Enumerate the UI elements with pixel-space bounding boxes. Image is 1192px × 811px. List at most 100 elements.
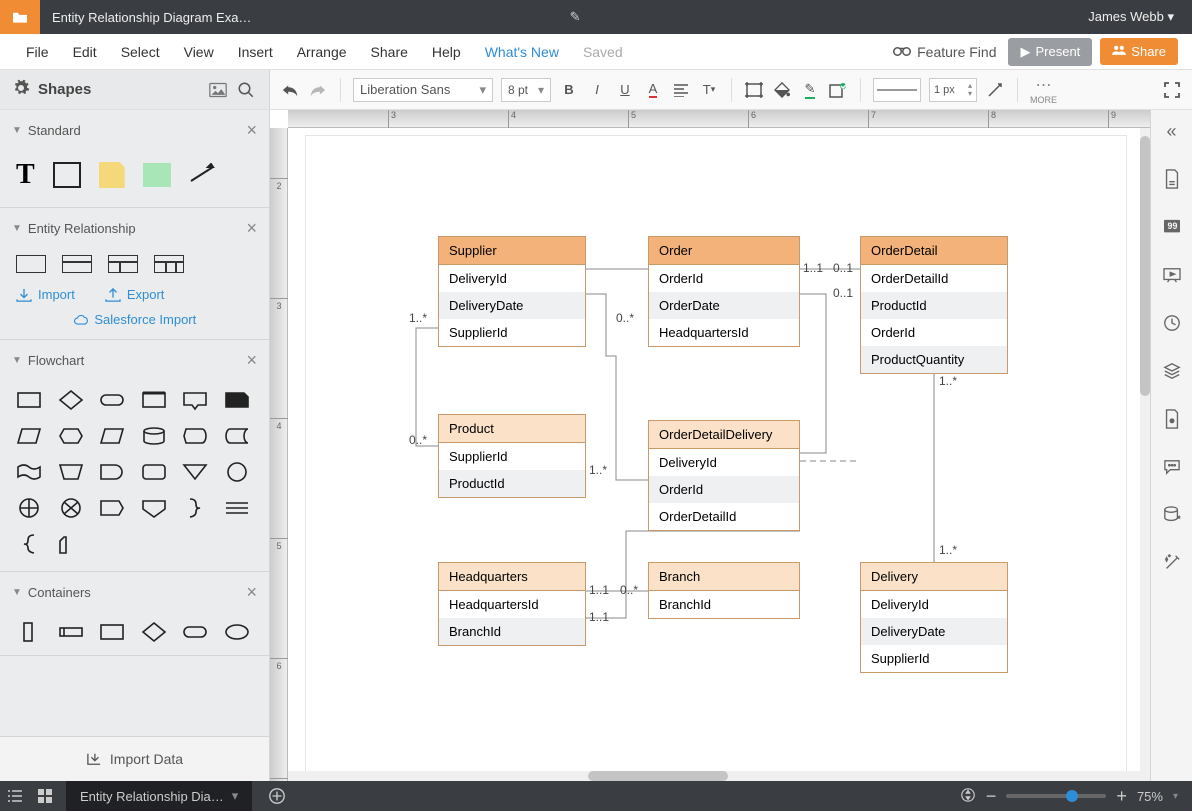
menu-view[interactable]: View bbox=[172, 44, 226, 60]
fc-display[interactable] bbox=[182, 425, 208, 447]
collapse-icon[interactable]: « bbox=[1161, 120, 1183, 142]
zoom-value[interactable]: 75% bbox=[1137, 789, 1163, 804]
import-link[interactable]: Import bbox=[16, 287, 75, 302]
chat-icon[interactable] bbox=[1161, 456, 1183, 478]
entity-odd[interactable]: OrderDetailDeliveryDeliveryIdOrderIdOrde… bbox=[648, 420, 800, 531]
align-icon[interactable] bbox=[671, 80, 691, 100]
section-standard-header[interactable]: ▼ Standard × bbox=[0, 110, 269, 151]
zoom-out-icon[interactable]: − bbox=[986, 786, 997, 807]
note-shape[interactable] bbox=[99, 162, 125, 188]
zoom-slider[interactable] bbox=[1006, 794, 1106, 798]
text-options-icon[interactable]: T▾ bbox=[699, 80, 719, 100]
line-width-select[interactable]: 1 px▴▾ bbox=[929, 78, 977, 102]
fc-wave[interactable] bbox=[16, 461, 42, 483]
section-entity-header[interactable]: ▼ Entity Relationship × bbox=[0, 208, 269, 249]
text-color-icon[interactable]: A bbox=[643, 80, 663, 100]
fc-or[interactable] bbox=[58, 497, 84, 519]
fullscreen-icon[interactable] bbox=[1162, 80, 1182, 100]
feature-find[interactable]: Feature Find bbox=[893, 43, 996, 60]
italic-icon[interactable]: I bbox=[587, 80, 607, 100]
fc-tri[interactable] bbox=[182, 461, 208, 483]
bold-icon[interactable]: B bbox=[559, 80, 579, 100]
section-flowchart-header[interactable]: ▼ Flowchart × bbox=[0, 340, 269, 381]
history-icon[interactable] bbox=[1161, 312, 1183, 334]
entity-branch[interactable]: BranchBranchId bbox=[648, 562, 800, 619]
fc-sum[interactable] bbox=[16, 497, 42, 519]
close-icon[interactable]: × bbox=[246, 350, 257, 371]
fc-trap2[interactable] bbox=[58, 461, 84, 483]
canvas[interactable]: SupplierDeliveryIdDeliveryDateSupplierId… bbox=[288, 128, 1150, 781]
fc-rrect[interactable] bbox=[141, 461, 167, 483]
present-panel-icon[interactable] bbox=[1161, 264, 1183, 286]
cont-6[interactable] bbox=[224, 621, 250, 643]
layers-icon[interactable] bbox=[1161, 360, 1183, 382]
menu-file[interactable]: File bbox=[14, 44, 61, 60]
er-shape-1[interactable] bbox=[16, 255, 46, 273]
edit-title-icon[interactable]: ✎ bbox=[570, 9, 581, 25]
menu-edit[interactable]: Edit bbox=[61, 44, 109, 60]
shape-frame-icon[interactable] bbox=[744, 80, 764, 100]
font-select[interactable]: Liberation Sans▾ bbox=[353, 78, 493, 102]
undo-icon[interactable] bbox=[280, 80, 300, 100]
menu-whats-new[interactable]: What's New bbox=[473, 44, 571, 60]
fc-hex[interactable] bbox=[58, 425, 84, 447]
menu-insert[interactable]: Insert bbox=[226, 44, 285, 60]
magic-icon[interactable] bbox=[1161, 552, 1183, 574]
fc-circle[interactable] bbox=[224, 461, 250, 483]
fc-callout[interactable] bbox=[182, 389, 208, 411]
fc-diamond[interactable] bbox=[58, 389, 84, 411]
cont-2[interactable] bbox=[58, 621, 84, 643]
fc-shield[interactable] bbox=[141, 497, 167, 519]
tab-dropdown-icon[interactable]: ▾ bbox=[232, 788, 239, 804]
salesforce-import-link[interactable]: Salesforce Import bbox=[0, 308, 269, 339]
document-title[interactable]: Entity Relationship Diagram Exa… bbox=[40, 10, 560, 25]
redo-icon[interactable] bbox=[308, 80, 328, 100]
present-button[interactable]: ▶ Present bbox=[1008, 38, 1092, 66]
menu-arrange[interactable]: Arrange bbox=[285, 44, 359, 60]
arrow-shape[interactable] bbox=[189, 163, 217, 188]
export-link[interactable]: Export bbox=[105, 287, 165, 302]
fc-brace-r[interactable] bbox=[182, 497, 208, 519]
entity-hq[interactable]: HeadquartersHeadquartersIdBranchId bbox=[438, 562, 586, 646]
add-page-icon[interactable] bbox=[262, 781, 292, 811]
folder-icon[interactable] bbox=[0, 0, 40, 34]
close-icon[interactable]: × bbox=[246, 582, 257, 603]
rect-shape[interactable] bbox=[53, 162, 81, 188]
er-shape-4[interactable] bbox=[154, 255, 184, 273]
user-menu[interactable]: James Webb ▾ bbox=[1088, 9, 1192, 25]
cont-4[interactable] bbox=[141, 621, 167, 643]
entity-product[interactable]: ProductSupplierIdProductId bbox=[438, 414, 586, 498]
fc-lines[interactable] bbox=[224, 497, 250, 519]
grid-view-icon[interactable] bbox=[30, 781, 60, 811]
fill-icon[interactable] bbox=[772, 80, 792, 100]
er-shape-2[interactable] bbox=[62, 255, 92, 273]
fc-brace-l[interactable] bbox=[16, 533, 42, 555]
page-tab[interactable]: Entity Relationship Dia… ▾ bbox=[66, 781, 252, 811]
fc-terminator[interactable] bbox=[99, 389, 125, 411]
gear-icon[interactable] bbox=[12, 79, 30, 101]
line-style-select[interactable] bbox=[873, 78, 921, 102]
fc-doc[interactable] bbox=[141, 389, 167, 411]
fc-note[interactable] bbox=[224, 389, 250, 411]
data-icon[interactable] bbox=[1161, 504, 1183, 526]
fc-pent[interactable] bbox=[99, 497, 125, 519]
more-button[interactable]: ⋯ MORE bbox=[1030, 75, 1057, 105]
fc-cyl[interactable] bbox=[141, 425, 167, 447]
cont-1[interactable] bbox=[16, 621, 42, 643]
block-shape[interactable] bbox=[143, 163, 171, 187]
list-view-icon[interactable] bbox=[0, 781, 30, 811]
zoom-in-icon[interactable]: + bbox=[1116, 786, 1127, 807]
font-size-select[interactable]: 8 pt▾ bbox=[501, 78, 551, 102]
page-icon[interactable] bbox=[1161, 168, 1183, 190]
section-containers-header[interactable]: ▼ Containers × bbox=[0, 572, 269, 613]
horizontal-scrollbar[interactable] bbox=[288, 771, 1150, 781]
cont-3[interactable] bbox=[99, 621, 125, 643]
close-icon[interactable]: × bbox=[246, 218, 257, 239]
entity-supplier[interactable]: SupplierDeliveryIdDeliveryDateSupplierId bbox=[438, 236, 586, 347]
autoscroll-icon[interactable] bbox=[960, 787, 976, 806]
fc-para[interactable] bbox=[99, 425, 125, 447]
menu-select[interactable]: Select bbox=[109, 44, 172, 60]
close-icon[interactable]: × bbox=[246, 120, 257, 141]
shape-options-icon[interactable] bbox=[828, 80, 848, 100]
er-shape-3[interactable] bbox=[108, 255, 138, 273]
